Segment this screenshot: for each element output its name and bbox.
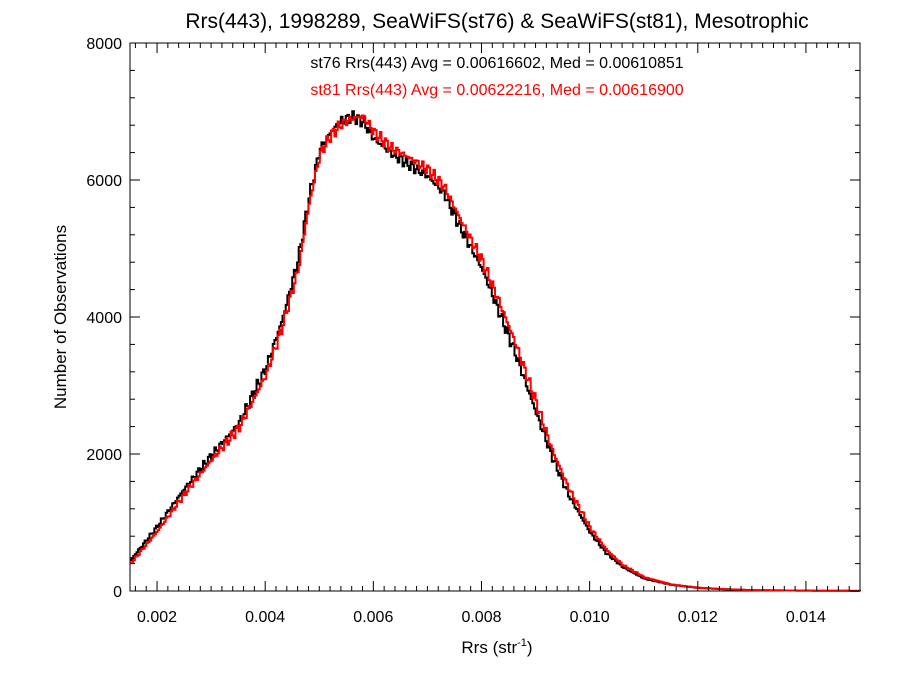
x-tick-label: 0.004 bbox=[245, 609, 285, 626]
x-axis-title-text: Rrs (str bbox=[461, 638, 517, 657]
plot-frame bbox=[129, 42, 861, 592]
annotation-st81: st81 Rrs(443) Avg = 0.00622216, Med = 0.… bbox=[310, 82, 683, 99]
x-tick-label: 0.006 bbox=[353, 609, 393, 626]
x-tick-label: 0.012 bbox=[678, 609, 718, 626]
x-tick-label: 0.014 bbox=[786, 609, 826, 626]
x-tick-label: 0.002 bbox=[137, 609, 177, 626]
y-tick-label: 8000 bbox=[86, 36, 122, 53]
chart-title: Rrs(443), 1998289, SeaWiFS(st76) & SeaWi… bbox=[185, 10, 808, 33]
y-axis-title: Number of Observations bbox=[51, 225, 70, 409]
x-axis-title: Rrs (str-1) bbox=[461, 637, 532, 657]
y-tick-label: 0 bbox=[113, 584, 122, 601]
y-axis: 0 2000 4000 6000 8000 bbox=[86, 36, 860, 601]
y-tick-label: 2000 bbox=[86, 447, 122, 464]
y-tick-label: 4000 bbox=[86, 310, 122, 327]
series-line-1 bbox=[130, 114, 860, 592]
series-layer bbox=[130, 110, 861, 592]
x-tick-label: 0.010 bbox=[570, 609, 610, 626]
series-line-0 bbox=[130, 110, 861, 592]
annotation-st76: st76 Rrs(443) Avg = 0.00616602, Med = 0.… bbox=[310, 55, 683, 72]
x-axis-title-suffix: ) bbox=[527, 638, 533, 657]
x-axis: 0.002 0.004 0.006 0.008 0.010 0.012 0.014 bbox=[134, 43, 850, 626]
x-axis-title-superscript: -1 bbox=[517, 637, 527, 649]
x-tick-label: 0.008 bbox=[461, 609, 501, 626]
y-tick-label: 6000 bbox=[86, 173, 122, 190]
